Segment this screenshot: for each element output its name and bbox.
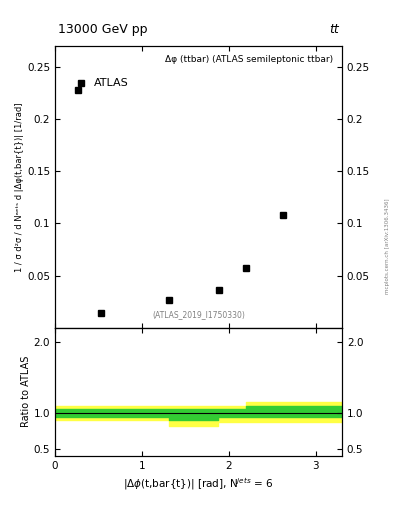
Y-axis label: 1 / σ d²σ / d Nᵃᵉᵗˢ d |Δφ(t,bar{t})| [1/rad]: 1 / σ d²σ / d Nᵃᵉᵗˢ d |Δφ(t,bar{t})| [1/… <box>15 102 24 272</box>
Text: 13000 GeV pp: 13000 GeV pp <box>58 23 147 36</box>
Text: ATLAS: ATLAS <box>94 78 129 88</box>
Text: Δφ (ttbar) (ATLAS semileptonic ttbar): Δφ (ttbar) (ATLAS semileptonic ttbar) <box>165 55 333 63</box>
Text: tt: tt <box>329 23 339 36</box>
Y-axis label: Ratio to ATLAS: Ratio to ATLAS <box>21 356 31 428</box>
Text: mcplots.cern.ch [arXiv:1306.3436]: mcplots.cern.ch [arXiv:1306.3436] <box>385 198 389 293</box>
Text: (ATLAS_2019_I1750330): (ATLAS_2019_I1750330) <box>152 310 245 319</box>
X-axis label: |$\Delta\phi$(t,bar{t})| [rad], N$^{jets}$ = 6: |$\Delta\phi$(t,bar{t})| [rad], N$^{jets… <box>123 476 274 492</box>
